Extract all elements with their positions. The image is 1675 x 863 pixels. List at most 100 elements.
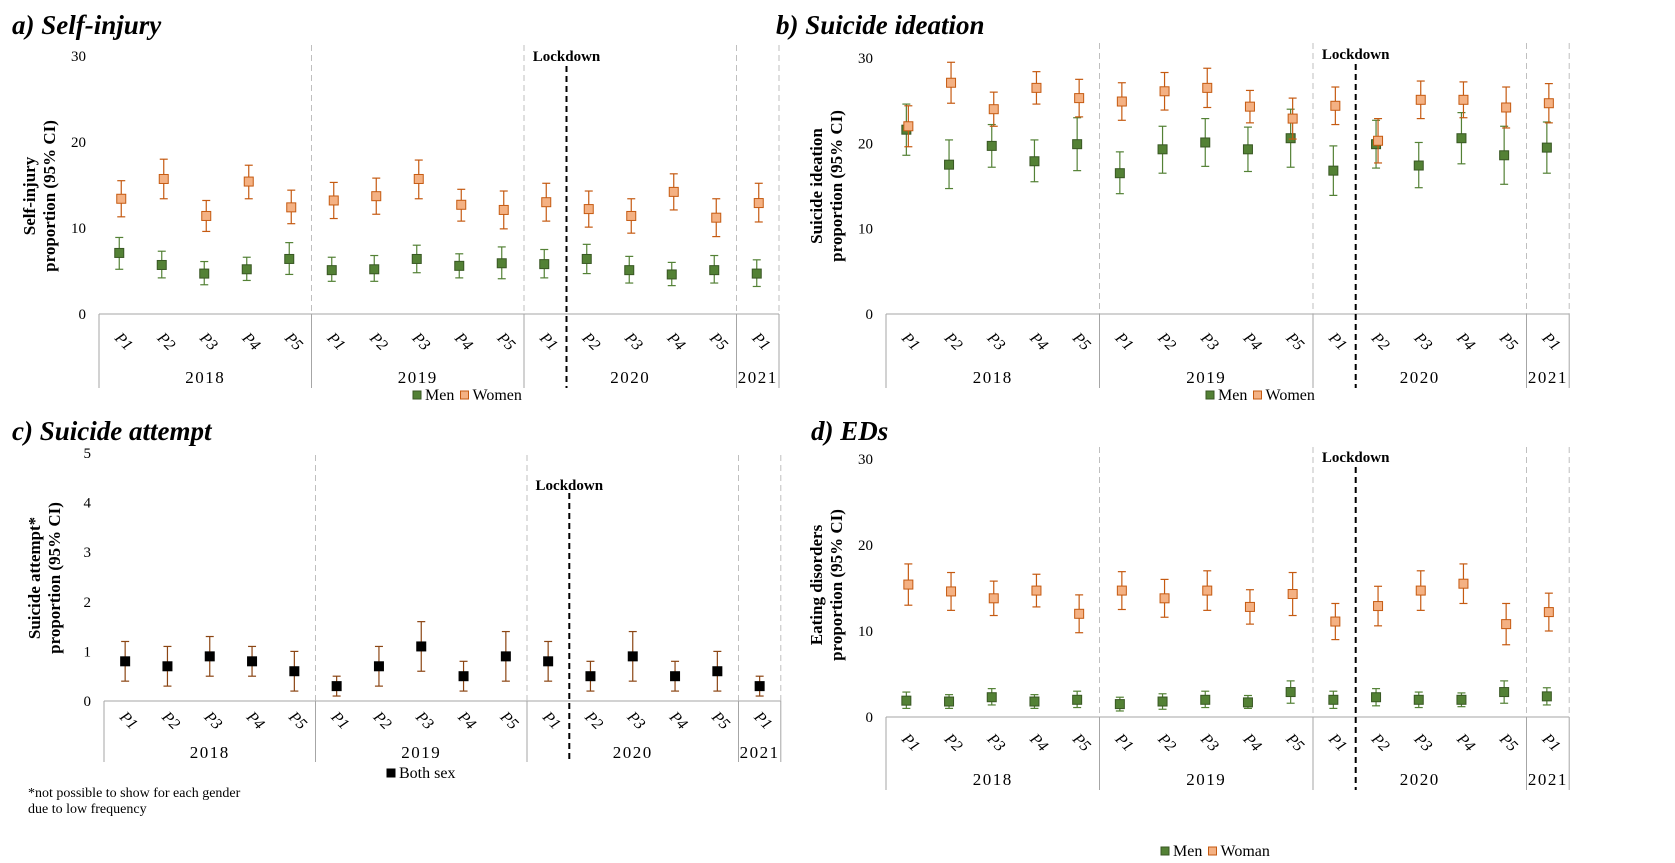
data-point — [753, 198, 764, 209]
series-women — [903, 61, 1554, 164]
legend: Men Woman — [1160, 843, 1270, 860]
data-point — [1031, 585, 1042, 596]
y-tick-label: 0 — [866, 307, 874, 323]
x-tick-label: P4 — [454, 708, 479, 733]
data-point — [1458, 578, 1469, 589]
legend-label: Men — [1218, 387, 1247, 404]
y-tick-label: 3 — [84, 545, 92, 561]
data-point — [541, 197, 552, 208]
legend-swatch — [1205, 390, 1215, 400]
chart-title: a) Self-injury — [12, 10, 162, 40]
x-tick-label: P4 — [242, 708, 267, 733]
data-point — [751, 268, 762, 279]
lockdown-label: Lockdown — [1322, 450, 1390, 466]
year-label: 2019 — [1186, 368, 1226, 387]
x-tick-label: P1 — [535, 329, 560, 354]
year-label: 2020 — [610, 368, 650, 387]
data-point — [454, 260, 465, 271]
x-tick-label: P4 — [1239, 730, 1264, 755]
data-point — [1373, 135, 1384, 146]
x-tick-label: P4 — [450, 329, 475, 354]
y-tick-label: 10 — [858, 624, 873, 640]
y-tick-label: 30 — [858, 51, 873, 67]
data-point — [1458, 94, 1469, 105]
data-point — [1157, 144, 1168, 155]
data-point — [1456, 133, 1467, 144]
data-point — [243, 176, 254, 187]
data-point — [247, 656, 258, 667]
y-tick-label: 20 — [858, 136, 873, 152]
data-point — [986, 140, 997, 151]
data-point — [1287, 113, 1298, 124]
y-tick-label: 20 — [71, 135, 86, 151]
x-tick-label: P3 — [195, 329, 220, 354]
x-tick-label: P5 — [705, 329, 730, 354]
data-point — [500, 651, 511, 662]
x-tick-label: P2 — [369, 708, 394, 733]
x-tick-label: P1 — [1111, 730, 1136, 755]
data-point — [331, 681, 342, 692]
data-point — [328, 195, 339, 206]
x-tick-label: P1 — [538, 708, 563, 733]
year-label: 2020 — [1400, 770, 1440, 789]
data-point — [1202, 585, 1213, 596]
year-label: 2018 — [973, 770, 1013, 789]
data-point — [158, 173, 169, 184]
data-point — [668, 186, 679, 197]
data-point — [1031, 82, 1042, 93]
data-point — [944, 696, 955, 707]
data-point — [373, 661, 384, 672]
y-tick-label: 20 — [858, 538, 873, 554]
data-point — [1413, 160, 1424, 171]
series-men — [901, 103, 1552, 196]
x-tick-label: P5 — [1495, 730, 1520, 755]
x-tick-label: P3 — [623, 708, 648, 733]
x-tick-label: P1 — [750, 708, 775, 733]
y-tick-label: 4 — [84, 496, 92, 512]
data-point — [1200, 694, 1211, 705]
x-tick-label: P4 — [1453, 329, 1478, 354]
data-point — [286, 202, 297, 213]
x-tick-label: P2 — [1367, 329, 1392, 354]
data-point — [1456, 694, 1467, 705]
data-point — [986, 692, 997, 703]
data-point — [988, 104, 999, 115]
data-point — [241, 264, 252, 275]
data-point — [1116, 585, 1127, 596]
legend-swatch — [412, 390, 422, 400]
x-tick-label: P3 — [1196, 730, 1221, 755]
legend-swatch — [460, 390, 469, 400]
x-tick-label: P1 — [1325, 730, 1350, 755]
year-label: 2021 — [740, 743, 780, 762]
data-point — [1287, 589, 1298, 600]
data-point — [1501, 102, 1512, 113]
data-point — [583, 204, 594, 215]
series-men — [901, 680, 1552, 712]
data-point — [1543, 607, 1554, 618]
y-tick-label: 1 — [84, 644, 92, 660]
x-tick-label: P4 — [665, 708, 690, 733]
year-label: 2021 — [738, 368, 778, 387]
year-label: 2019 — [398, 368, 438, 387]
x-tick-label: P5 — [1068, 730, 1093, 755]
data-point — [1328, 694, 1339, 705]
data-point — [1415, 94, 1426, 105]
x-tick-label: P3 — [983, 730, 1008, 755]
data-point — [199, 268, 210, 279]
data-point — [1330, 100, 1341, 111]
series-woman — [903, 563, 1554, 646]
x-tick-label: P2 — [1154, 730, 1179, 755]
data-point — [326, 265, 337, 276]
data-point — [1541, 691, 1552, 702]
data-point — [204, 651, 215, 662]
series-both-sex — [120, 621, 765, 697]
data-point — [754, 681, 765, 692]
x-tick-label: P5 — [1068, 329, 1093, 354]
data-point — [1242, 697, 1253, 708]
chart-title: d) EDs — [811, 416, 888, 446]
data-point — [413, 173, 424, 184]
y-tick-label: 5 — [84, 446, 92, 462]
x-tick-label: P4 — [238, 329, 263, 354]
data-point — [456, 199, 467, 210]
year-label: 2020 — [613, 743, 653, 762]
